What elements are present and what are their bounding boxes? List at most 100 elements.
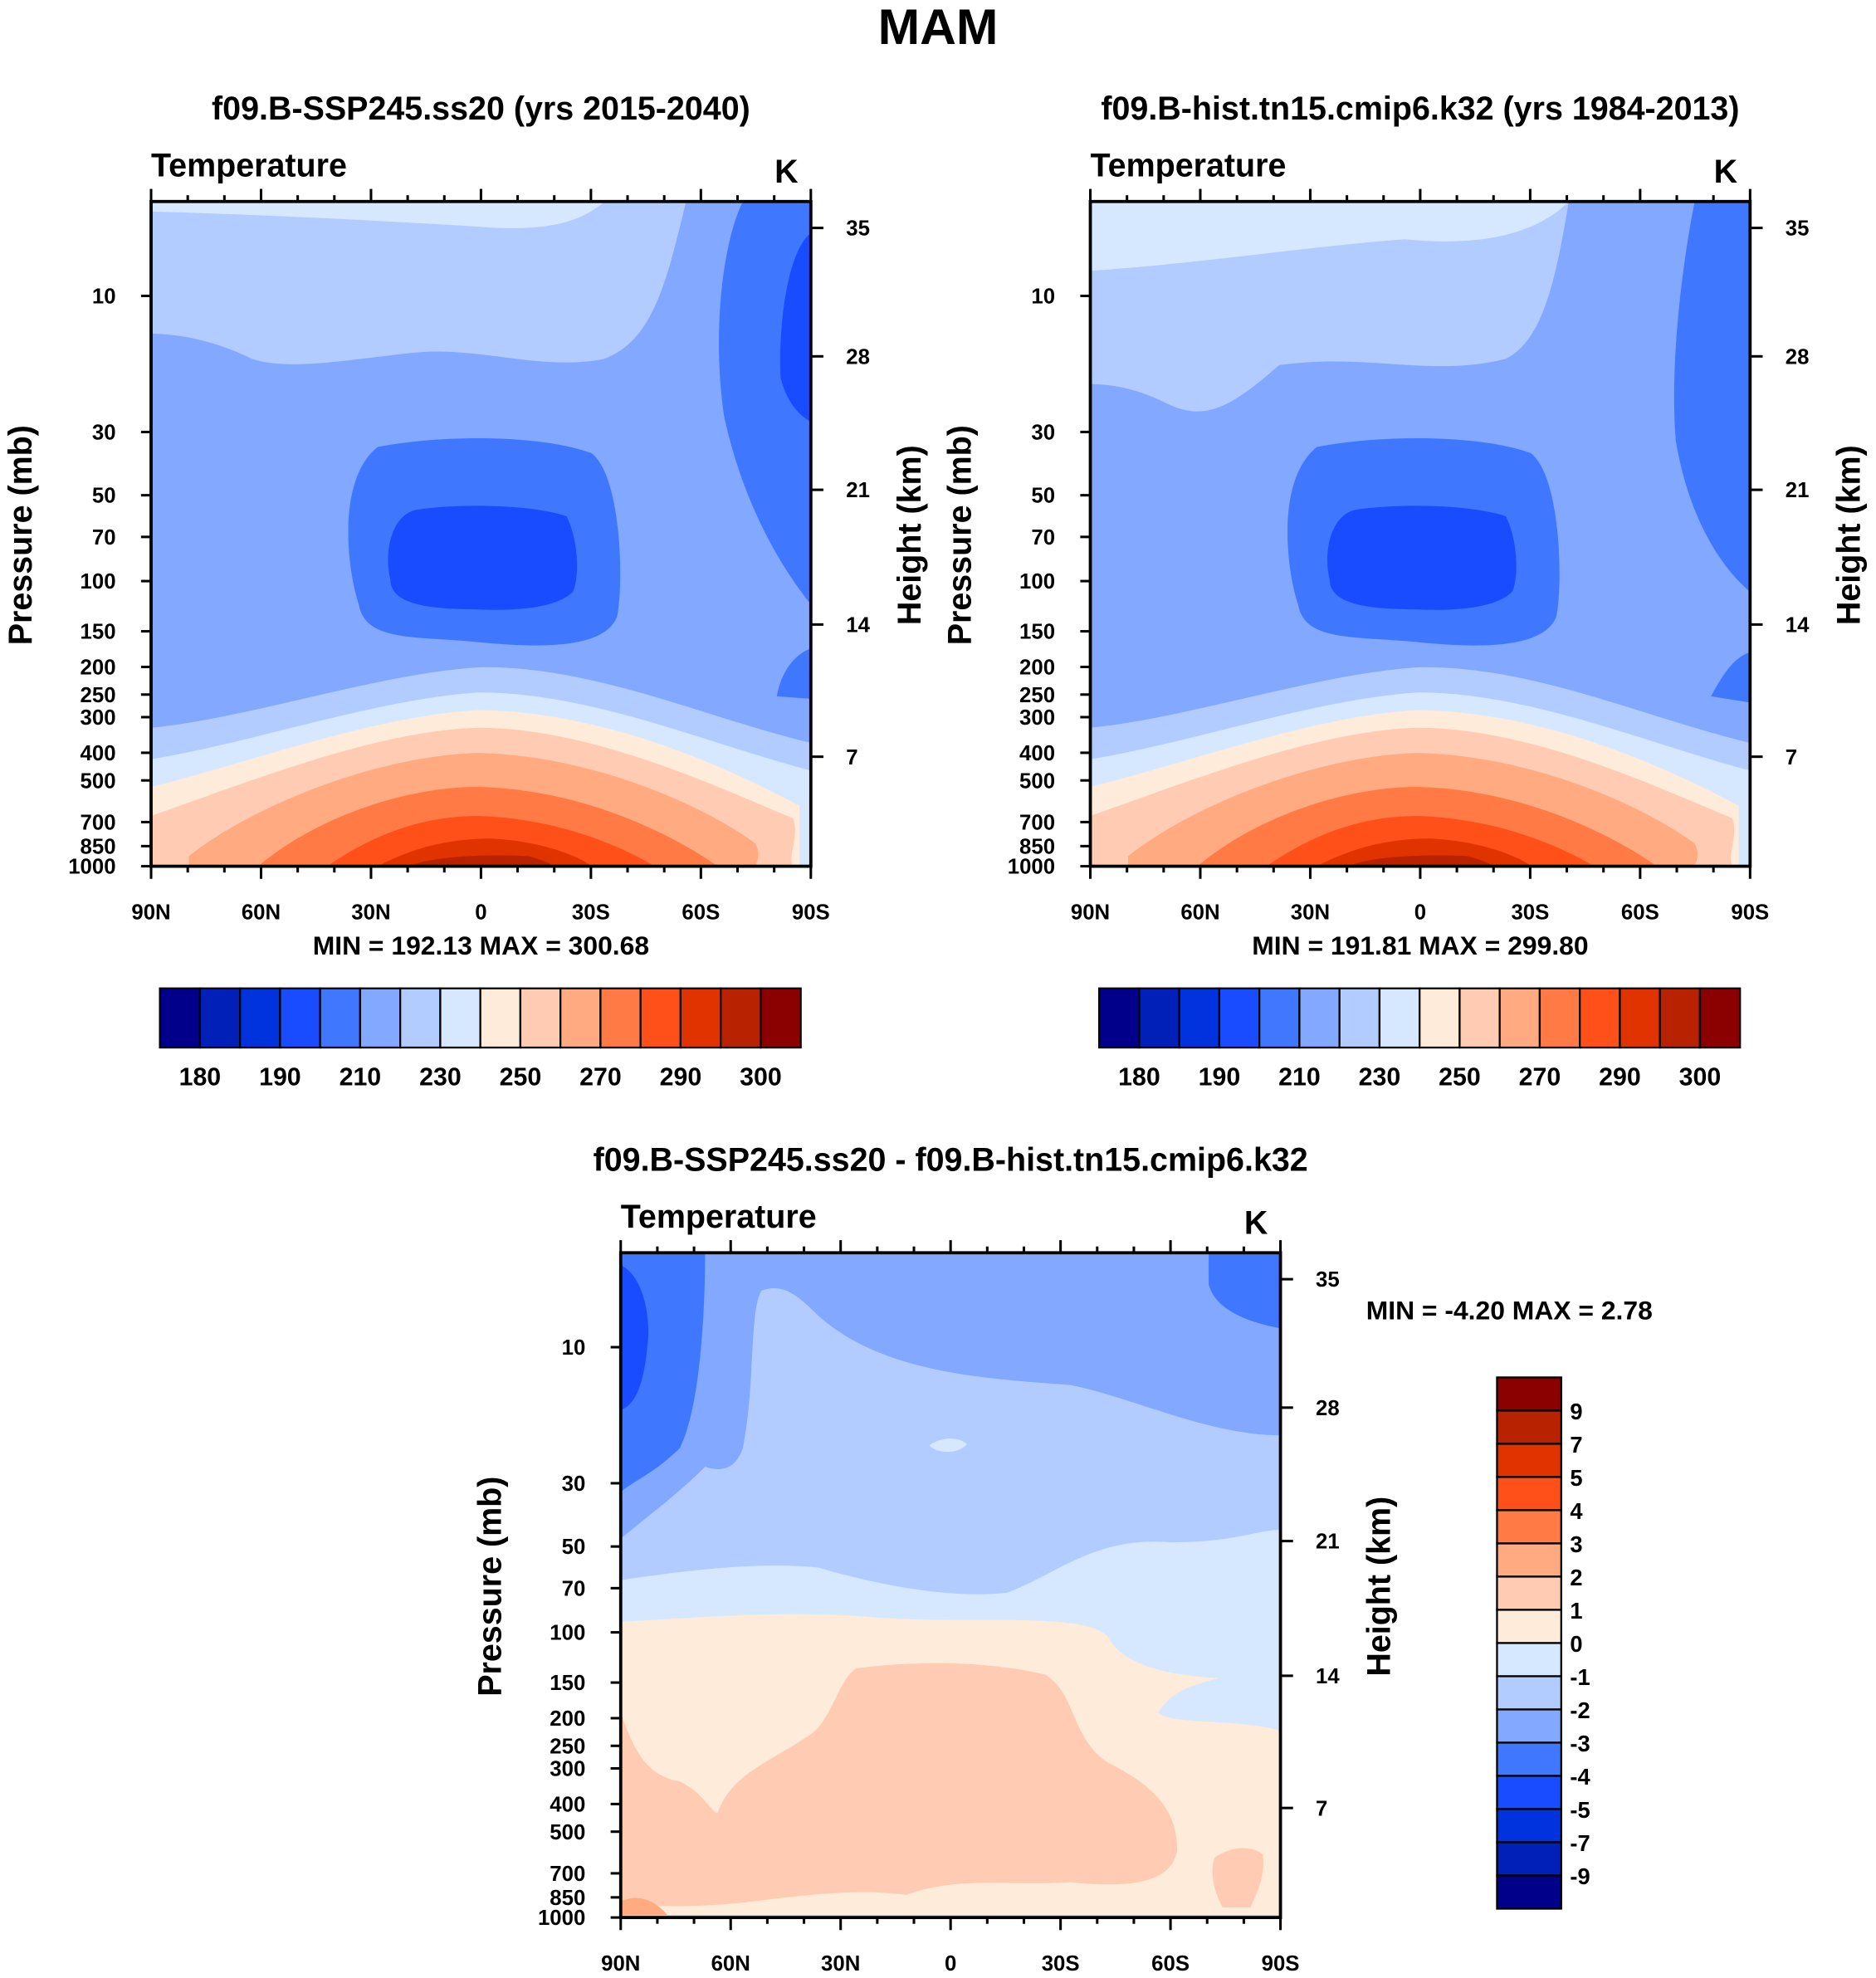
colorbar-label: 230 [1359,1064,1401,1092]
colorbar-label: 1 [1570,1598,1582,1624]
y2-tick-label: 7 [846,746,857,769]
colorbar-swatch [519,987,562,1049]
colorbar-label: 270 [1519,1064,1561,1092]
contour-band [1326,505,1517,610]
x-tick-label: 30N [821,1952,860,1976]
y-tick-label: 250 [1019,684,1055,707]
contour-band [1212,1848,1263,1907]
y-tick-label: 700 [81,811,116,834]
y-tick-label: 500 [81,769,116,793]
colorbar-swatch [439,987,481,1049]
y-tick-label: 50 [562,1536,586,1559]
y2-tick-label: 21 [1786,479,1810,502]
y2-tick-label: 21 [1316,1531,1340,1554]
y-tick-label: 400 [550,1794,585,1817]
contour-band [408,855,554,867]
y-tick-label: 300 [550,1758,585,1781]
y2-tick-label: 14 [1316,1665,1340,1688]
contour-band [776,648,811,699]
x-tick-label: 30S [572,901,610,924]
contour-band [1348,855,1493,867]
y-tick-label: 300 [1019,706,1055,730]
colorbar-swatch [1496,1376,1562,1412]
panel-ssp245: 90N 60N 30N 0 30S 60S 90S103050701001502002503… [2,90,928,1091]
y-tick-label: 50 [92,485,116,508]
x-tick-label: 30N [1291,901,1330,924]
colorbar-label: -2 [1570,1697,1590,1723]
units-label: K [1714,154,1738,190]
y-tick-label: 10 [92,286,116,309]
colorbar-swatch [198,987,242,1049]
y-tick-label: 100 [1019,570,1055,593]
colorbar-label: 300 [740,1064,782,1092]
colorbar-swatch [319,987,362,1049]
contour-band [779,232,811,422]
y-tick-label: 150 [1019,621,1055,644]
y-tick-label: 100 [81,570,116,593]
x-tick-label: 60N [1180,901,1219,924]
contour-band [620,1265,649,1410]
y-axis-label: Pressure (mb) [472,1477,509,1697]
y-axis-label: Pressure (mb) [2,425,39,645]
min-max-stats: MIN = 191.81 MAX = 299.80 [1252,930,1588,960]
x-tick-label: 90S [1731,901,1769,924]
y-axis-label: Pressure (mb) [941,425,978,645]
x-tick-label: 90N [1071,901,1110,924]
contour-band [1209,1253,1281,1329]
x-tick-label: 0 [475,901,486,924]
colorbar-swatch [1498,987,1541,1049]
y-tick-label: 250 [550,1735,585,1758]
y-tick-label: 850 [81,835,116,858]
colorbar-label: 4 [1570,1498,1583,1524]
colorbar-label: 190 [259,1064,301,1092]
colorbar-swatch [1496,1542,1562,1578]
colorbar-swatch [639,987,682,1049]
colorbar-swatch [1496,1741,1562,1777]
colorbar-swatch [1579,987,1621,1049]
y-tick-label: 700 [550,1863,585,1886]
contour-band [620,1663,1178,1907]
colorbar: 180 190 210 230 250 270 290 300 [1098,987,1742,1092]
y-tick-label: 70 [1031,526,1055,549]
colorbar-label: -4 [1570,1764,1590,1790]
colorbar-label: 300 [1679,1064,1722,1092]
colorbar-swatch [1496,1675,1562,1711]
colorbar-label: -7 [1570,1830,1590,1856]
y-tick-label: 70 [562,1577,586,1600]
y-tick-label: 50 [1031,485,1055,508]
contour-band [151,201,605,228]
colorbar-swatch [760,987,802,1049]
y-tick-label: 300 [81,706,116,730]
contour-field [151,201,811,867]
y2-tick-label: 35 [1316,1268,1340,1292]
min-max-stats: MIN = 192.13 MAX = 300.68 [313,930,649,960]
panel-title: f09.B-hist.tn15.cmip6.k32 (yrs 1984-2013… [1101,90,1739,127]
contour-band [1711,652,1751,703]
y-tick-label: 30 [92,422,116,445]
y-tick-label: 500 [550,1821,585,1844]
y-tick-label: 1000 [1008,856,1055,879]
colorbar-label: 9 [1570,1399,1582,1424]
contour-band [388,505,578,610]
x-tick-label: 0 [945,1952,956,1976]
colorbar-swatch [159,987,202,1049]
x-tick-label: 90S [792,901,830,924]
contour-band [929,1438,967,1453]
colorbar-label: 210 [340,1064,382,1092]
colorbar-swatch [1698,987,1742,1049]
colorbar-label: 250 [1439,1064,1481,1092]
colorbar-label: -5 [1570,1797,1590,1823]
colorbar-label: 210 [1278,1064,1321,1092]
y2-tick-label: 14 [846,613,870,637]
colorbar-swatch [238,987,281,1049]
panel-difference: 90N 60N 30N 0 30S 60S 90S103050701001502002503… [472,1142,1653,1976]
colorbar-swatch [399,987,442,1049]
x-tick-label: 0 [1414,901,1426,924]
y-tick-label: 400 [1019,742,1055,765]
colorbar-label: -3 [1570,1731,1590,1756]
contour-band [620,1253,1281,1539]
y-tick-label: 400 [81,742,116,765]
y2-axis-label: Height (km) [892,445,928,625]
y-tick-label: 850 [1019,835,1055,858]
colorbar-label: 270 [579,1064,622,1092]
